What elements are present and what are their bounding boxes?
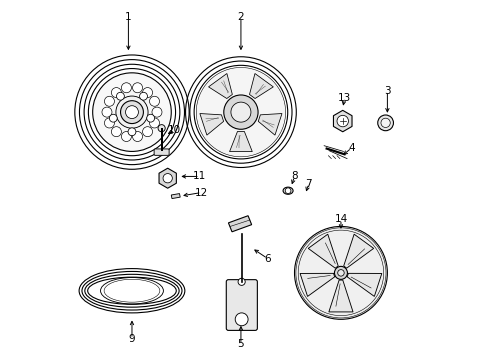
Text: 7: 7 (305, 179, 311, 189)
Circle shape (224, 95, 258, 129)
Circle shape (285, 188, 290, 194)
Circle shape (196, 67, 285, 157)
Circle shape (111, 127, 121, 137)
Text: 14: 14 (334, 214, 347, 224)
Polygon shape (249, 73, 273, 99)
Circle shape (111, 87, 121, 98)
Circle shape (334, 266, 347, 279)
Polygon shape (258, 113, 282, 135)
Circle shape (142, 87, 152, 98)
Circle shape (116, 92, 124, 100)
Circle shape (121, 83, 131, 93)
Polygon shape (171, 194, 180, 199)
Text: 9: 9 (128, 334, 135, 344)
Text: 4: 4 (347, 143, 354, 153)
Polygon shape (343, 234, 373, 268)
Polygon shape (307, 234, 338, 268)
Circle shape (139, 92, 147, 100)
Text: 8: 8 (290, 171, 297, 181)
Circle shape (158, 125, 165, 132)
Circle shape (149, 118, 159, 128)
Polygon shape (333, 111, 351, 132)
Circle shape (163, 174, 172, 183)
Circle shape (104, 96, 114, 106)
Polygon shape (346, 273, 381, 296)
Polygon shape (300, 273, 334, 296)
Text: 5: 5 (237, 339, 244, 349)
Circle shape (132, 83, 142, 93)
Circle shape (102, 107, 112, 117)
Polygon shape (229, 131, 252, 152)
Text: 1: 1 (125, 13, 131, 22)
Polygon shape (328, 280, 352, 312)
Circle shape (109, 114, 117, 122)
FancyBboxPatch shape (226, 280, 257, 330)
Circle shape (128, 128, 136, 136)
Circle shape (238, 278, 244, 285)
FancyBboxPatch shape (154, 149, 169, 156)
Circle shape (149, 96, 159, 106)
Circle shape (142, 127, 152, 137)
Text: 3: 3 (383, 86, 390, 96)
Circle shape (121, 101, 143, 123)
Circle shape (152, 107, 162, 117)
Polygon shape (200, 113, 223, 135)
Circle shape (146, 114, 154, 122)
Text: 2: 2 (237, 13, 244, 22)
Text: 12: 12 (195, 188, 208, 198)
Circle shape (121, 131, 131, 141)
Circle shape (104, 118, 114, 128)
Circle shape (132, 131, 142, 141)
Circle shape (125, 106, 138, 118)
Polygon shape (159, 168, 176, 188)
Circle shape (294, 226, 386, 319)
Text: 6: 6 (264, 253, 270, 264)
Text: 10: 10 (168, 125, 181, 135)
Circle shape (337, 270, 344, 276)
Circle shape (93, 73, 171, 152)
Polygon shape (228, 216, 251, 232)
Circle shape (116, 96, 148, 128)
Circle shape (230, 102, 250, 122)
Ellipse shape (283, 187, 292, 194)
Circle shape (336, 115, 348, 127)
Circle shape (377, 115, 393, 131)
Polygon shape (208, 73, 232, 99)
Text: 13: 13 (337, 93, 350, 103)
Circle shape (235, 313, 247, 326)
Circle shape (380, 118, 389, 127)
Text: 11: 11 (193, 171, 206, 181)
